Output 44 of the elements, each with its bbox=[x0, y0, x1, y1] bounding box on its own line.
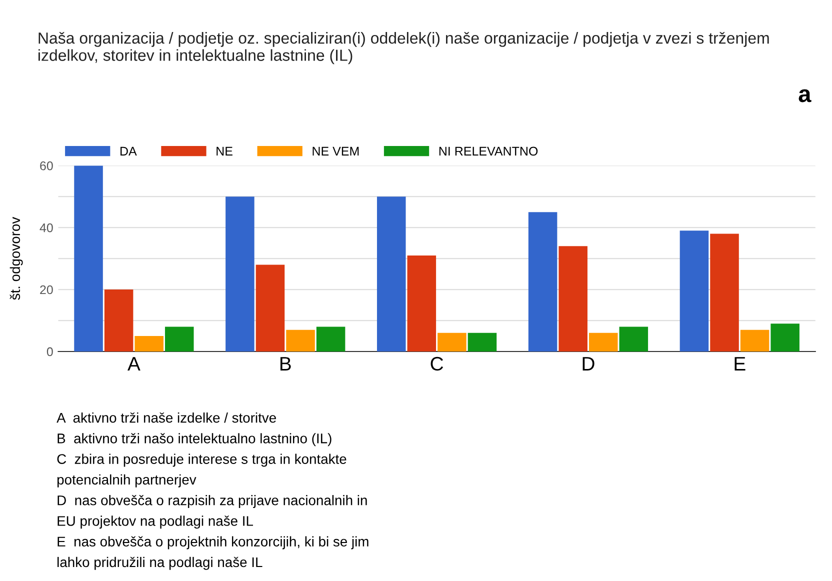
bar bbox=[438, 332, 466, 352]
y-axis-title: št. odgovorov bbox=[10, 216, 23, 300]
bar bbox=[710, 234, 739, 352]
legend-label: DA bbox=[120, 146, 137, 156]
bar bbox=[528, 212, 558, 352]
bar bbox=[316, 326, 346, 352]
bar bbox=[588, 332, 618, 352]
y-tick-label: 0 bbox=[46, 347, 53, 356]
text: B aktivno trži našo intelektualno lastnino (IL) bbox=[58, 433, 332, 446]
bar bbox=[74, 166, 103, 352]
y-tick-label: 60 bbox=[40, 161, 53, 170]
text: lahko pridružili na podlagi naše IL bbox=[58, 556, 262, 570]
bar bbox=[680, 230, 709, 352]
bar bbox=[468, 332, 497, 352]
chart-title: Naša organizacija / podjetje oz. specializiran(i) oddelek(i) naše organizacije / podjetja v zvezi s trženjem izdelkov, storitev in intelektualne lastnine (IL) bbox=[38, 32, 769, 64]
text: EU projektov na podlagi naše IL bbox=[58, 516, 253, 529]
bar bbox=[226, 196, 254, 352]
bar bbox=[558, 246, 588, 352]
text: D nas obvešča o razpisih za prijave nacionalnih in bbox=[58, 495, 367, 508]
bar bbox=[376, 196, 406, 352]
bar bbox=[619, 326, 648, 352]
bar bbox=[407, 255, 436, 352]
bar bbox=[164, 326, 194, 352]
y-tick-label: 40 bbox=[40, 223, 53, 232]
bar bbox=[104, 290, 134, 352]
bar bbox=[770, 324, 800, 352]
text: potencialnih partnerjev bbox=[57, 474, 196, 488]
x-tick-label: C bbox=[430, 356, 444, 371]
bar bbox=[134, 336, 164, 352]
legend-label: NI RELEVANTNO bbox=[439, 146, 538, 156]
x-tick-label: D bbox=[582, 357, 594, 370]
text: C zbira in posreduje interese s trga in kontakte bbox=[57, 454, 346, 467]
text: a bbox=[798, 89, 812, 102]
x-tick-label: B bbox=[280, 357, 291, 370]
legend-label: NE VEM bbox=[312, 146, 359, 156]
y-tick-label: 20 bbox=[40, 285, 53, 294]
legend-label: NE bbox=[216, 146, 232, 156]
text: A aktivno trži naše izdelke / storitve bbox=[56, 412, 276, 423]
x-tick-label: E bbox=[734, 357, 746, 370]
text: E nas obvešča o projektnih konzorcijih, ki bi se jim bbox=[58, 536, 368, 550]
bar bbox=[286, 330, 315, 352]
x-tick-label: A bbox=[128, 357, 140, 370]
bar bbox=[256, 264, 285, 352]
bar bbox=[740, 330, 770, 352]
